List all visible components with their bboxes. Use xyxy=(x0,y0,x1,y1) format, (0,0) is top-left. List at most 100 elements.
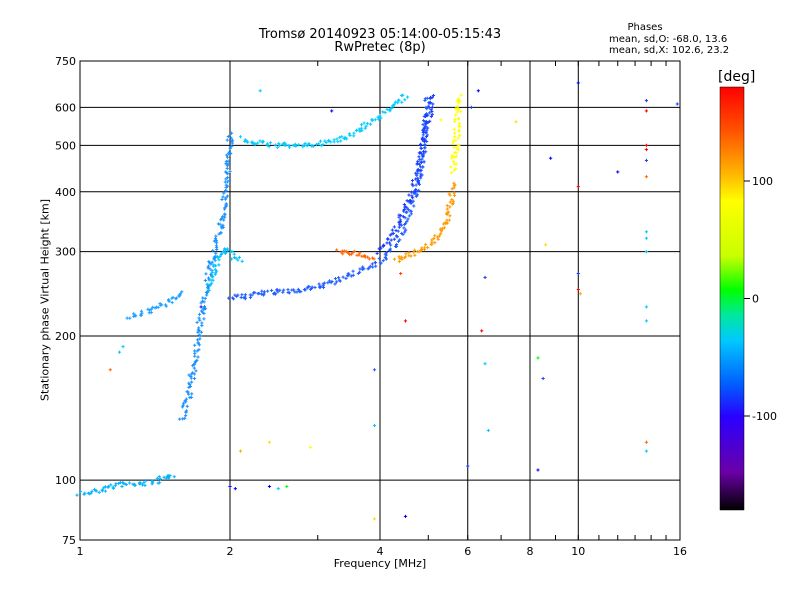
trace-marker xyxy=(386,237,390,241)
trace-marker xyxy=(348,253,352,257)
echo-point xyxy=(372,423,377,428)
trace-marker xyxy=(221,195,225,199)
trace-marker xyxy=(128,316,132,320)
grid-lines xyxy=(80,61,680,540)
trace-marker xyxy=(397,98,401,103)
trace-marker xyxy=(210,281,214,285)
trace-marker xyxy=(403,98,407,102)
trace-marker xyxy=(388,109,392,113)
trace-marker xyxy=(373,118,377,122)
echo-point xyxy=(267,440,272,444)
trace-marker xyxy=(278,288,282,292)
trace-marker xyxy=(392,257,397,261)
trace-marker xyxy=(445,204,449,208)
trace-marker xyxy=(219,218,223,222)
echo-point xyxy=(514,120,518,124)
trace-marker xyxy=(394,228,398,233)
echo-point xyxy=(285,484,289,489)
trace-marker xyxy=(265,142,270,146)
echo-point xyxy=(483,362,487,366)
trace-marker xyxy=(305,286,309,290)
trace-marker xyxy=(199,309,204,313)
trace-marker xyxy=(103,489,108,493)
trace-marker xyxy=(206,288,210,292)
trace-marker xyxy=(227,296,231,300)
trace xyxy=(375,93,436,256)
trace-marker xyxy=(155,476,159,480)
trace-marker xyxy=(199,330,204,334)
trace-marker xyxy=(239,295,243,300)
trace-marker xyxy=(270,288,274,293)
trace-marker xyxy=(419,248,423,253)
trace-marker xyxy=(302,287,307,292)
trace-marker xyxy=(349,252,354,256)
trace-marker xyxy=(359,123,364,127)
trace-marker xyxy=(420,138,425,142)
trace-marker xyxy=(188,382,192,387)
trace-marker xyxy=(214,271,218,275)
trace-marker xyxy=(347,132,351,136)
trace-marker xyxy=(402,202,407,207)
trace-marker xyxy=(133,483,137,487)
trace-marker xyxy=(423,146,427,150)
trace-marker xyxy=(429,108,433,112)
trace-marker xyxy=(207,261,212,265)
trace-marker xyxy=(355,253,359,257)
trace-marker xyxy=(202,311,206,316)
trace xyxy=(227,96,432,301)
trace-marker xyxy=(396,101,400,105)
trace-marker xyxy=(423,130,427,135)
trace-marker xyxy=(221,249,226,253)
trace-marker xyxy=(340,135,344,139)
trace-marker xyxy=(243,293,248,297)
trace-marker xyxy=(449,165,453,169)
trace-marker xyxy=(303,141,307,146)
trace-marker xyxy=(219,231,223,235)
trace-marker xyxy=(407,214,411,218)
trace-marker xyxy=(415,173,419,178)
trace-marker xyxy=(230,144,234,148)
trace-marker xyxy=(392,237,396,241)
trace-marker xyxy=(163,303,168,307)
trace-marker xyxy=(422,247,427,252)
y-tick-label: 600 xyxy=(55,101,76,114)
trace-marker xyxy=(327,279,332,283)
trace-marker xyxy=(306,142,311,146)
trace-marker xyxy=(426,246,430,250)
y-tick-label: 75 xyxy=(62,534,76,547)
trace-marker xyxy=(180,290,184,294)
trace-marker xyxy=(401,232,405,236)
echo-point xyxy=(308,445,313,450)
trace-marker xyxy=(260,289,264,293)
trace-marker xyxy=(421,122,425,127)
trace-marker xyxy=(94,488,98,493)
trace-marker xyxy=(148,308,152,312)
trace-marker xyxy=(220,251,224,255)
trace-marker xyxy=(277,142,281,146)
trace-marker xyxy=(345,137,349,141)
trace-marker xyxy=(266,289,270,293)
trace-marker xyxy=(452,186,456,190)
trace-marker xyxy=(455,110,459,114)
trace-marker xyxy=(429,114,433,119)
trace-marker xyxy=(457,129,461,134)
trace-marker xyxy=(410,178,415,183)
trace-marker xyxy=(138,481,143,485)
trace-marker xyxy=(268,141,273,145)
trace-marker xyxy=(344,276,348,281)
trace-marker xyxy=(419,160,423,165)
trace-marker xyxy=(409,254,413,258)
x-axis: 1 2 4 6 8 10 16 xyxy=(77,61,687,558)
y-axis: 75 100 200 300 400 500 600 750 xyxy=(55,55,76,547)
trace-marker xyxy=(456,97,460,101)
trace-marker xyxy=(203,278,207,283)
trace-marker xyxy=(100,488,104,492)
trace-marker xyxy=(178,417,182,421)
trace-marker xyxy=(208,283,212,287)
chart-subtitle: RwPretec (8p) xyxy=(334,40,426,55)
trace-marker xyxy=(200,321,204,325)
trace-marker xyxy=(224,177,228,181)
trace-marker xyxy=(223,212,227,216)
trace-marker xyxy=(238,135,243,139)
trace-marker xyxy=(235,294,239,299)
